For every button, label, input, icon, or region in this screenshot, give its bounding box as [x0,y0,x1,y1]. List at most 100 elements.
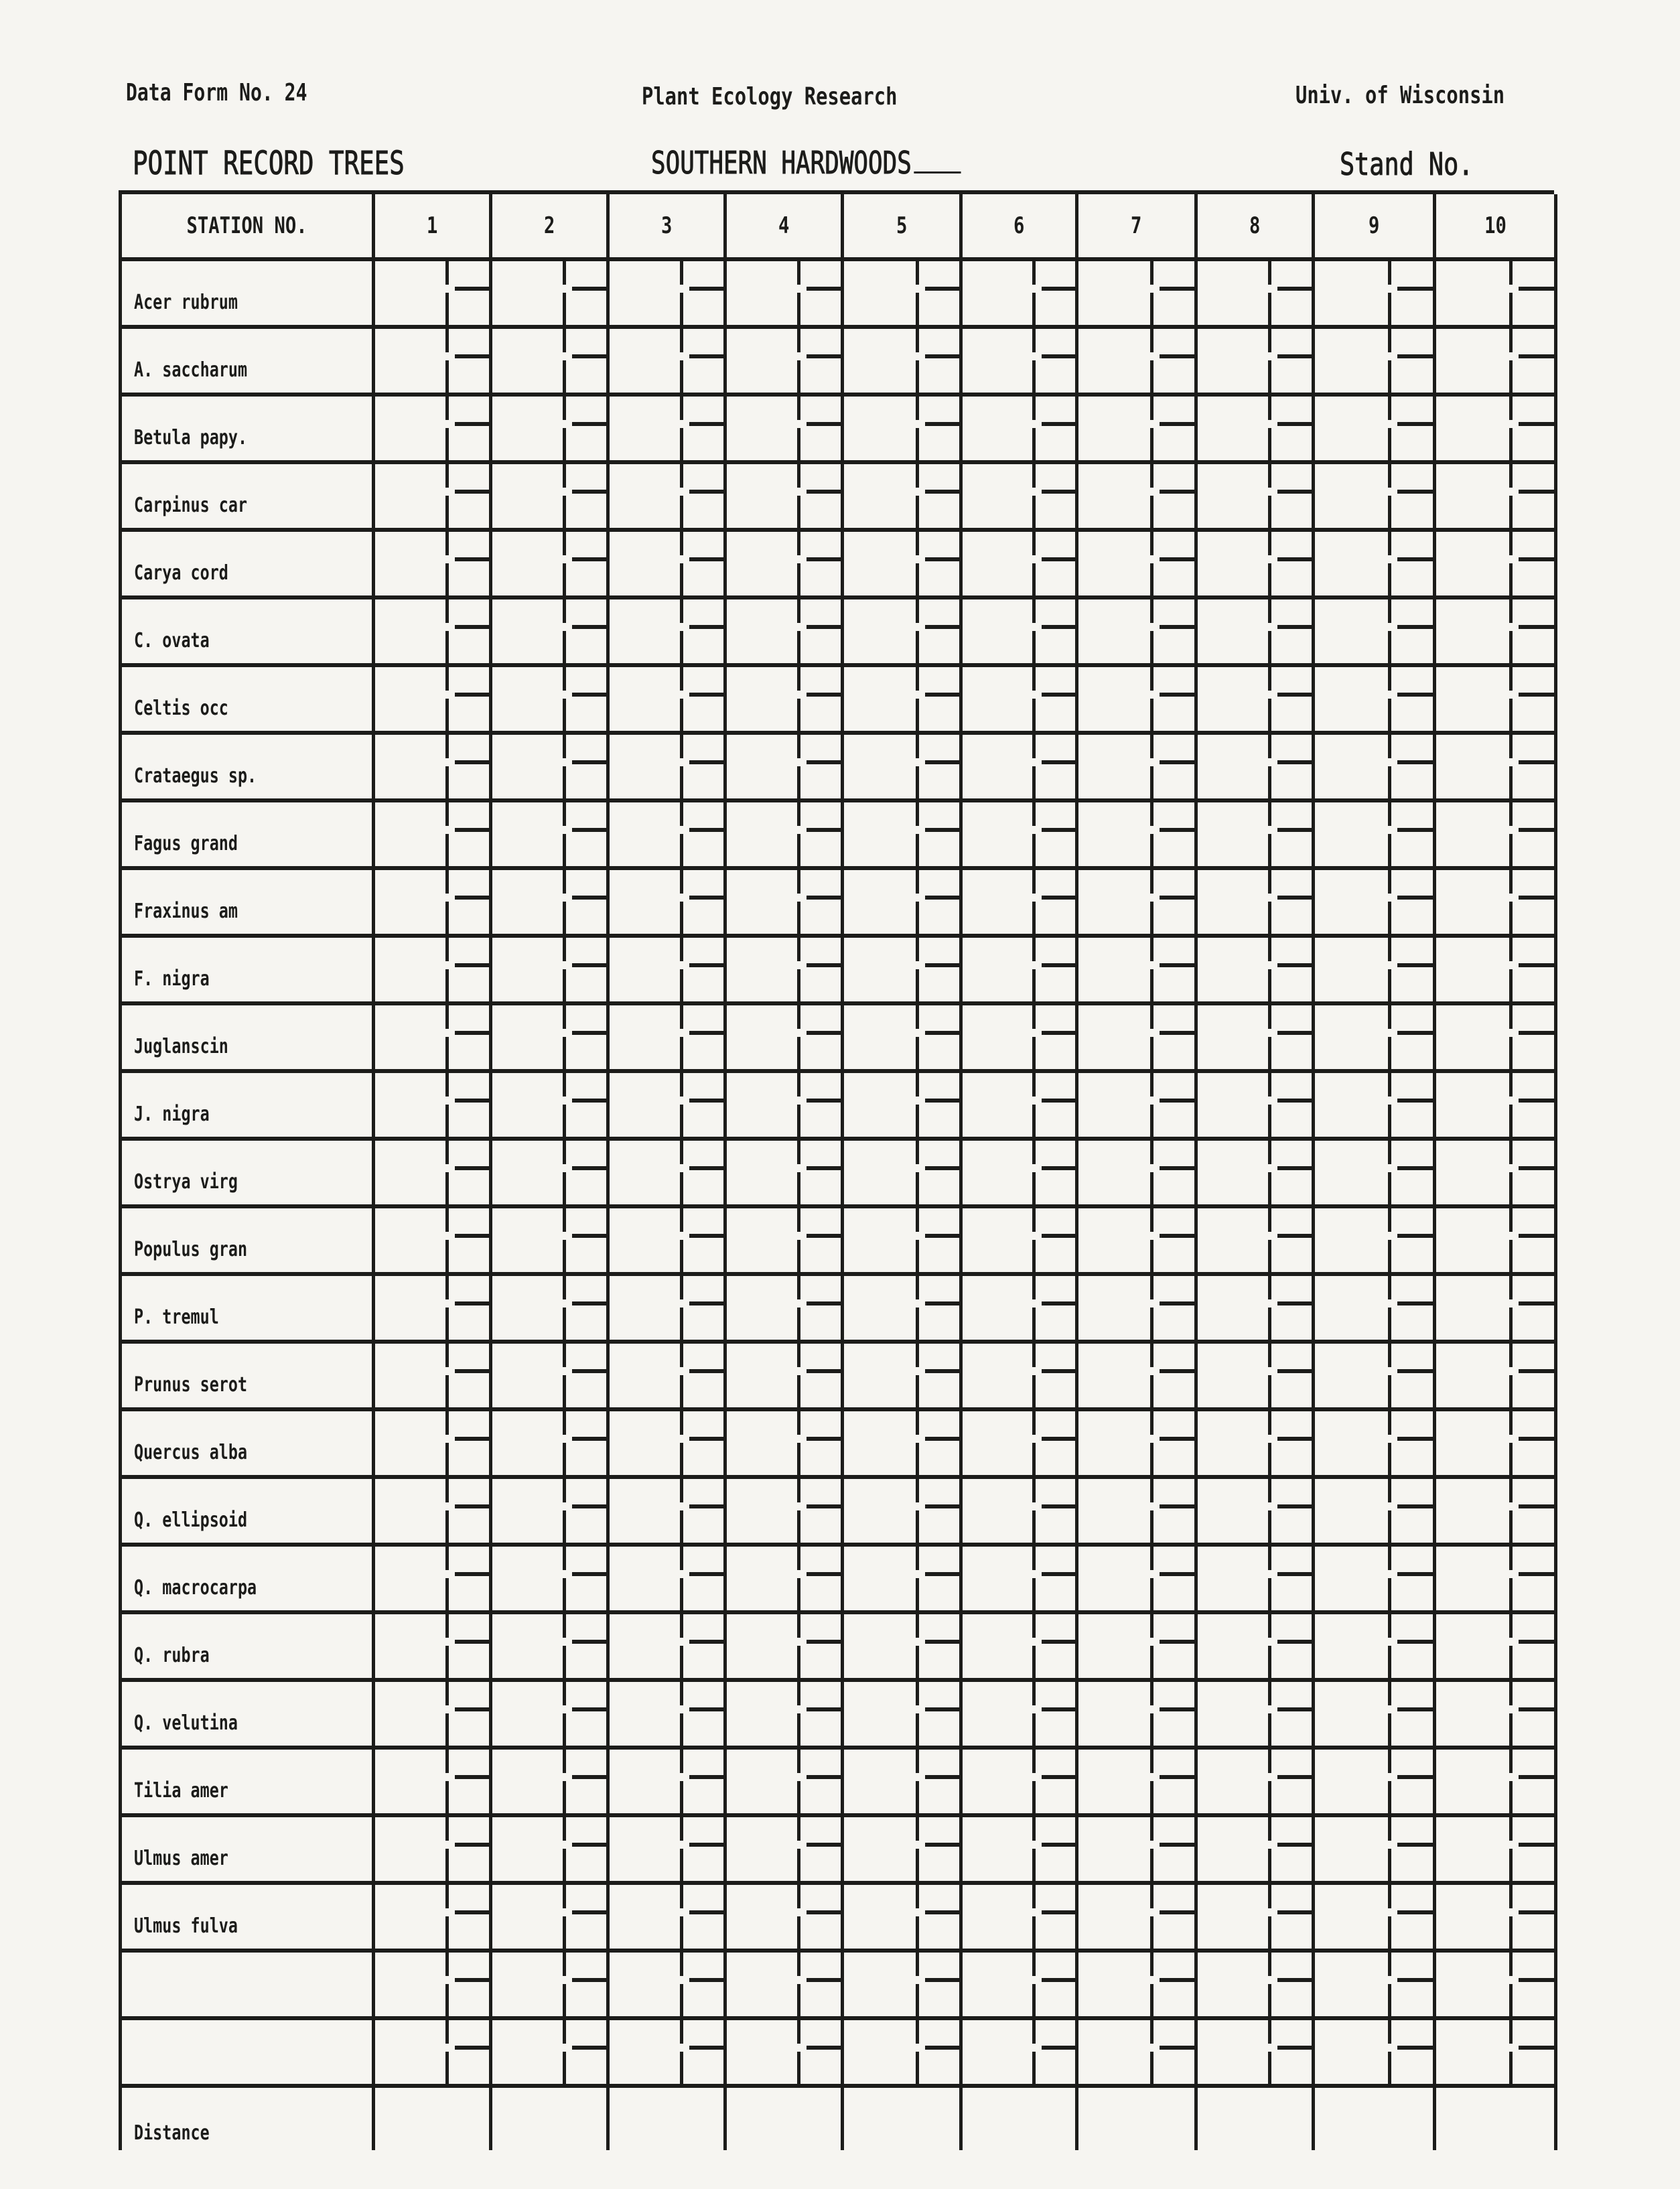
record-cell[interactable] [492,1005,610,1073]
record-cell[interactable] [1078,329,1198,397]
record-cell[interactable] [610,735,727,802]
record-cell[interactable] [1315,1141,1436,1208]
record-cell[interactable] [1198,802,1315,870]
record-cell[interactable] [963,464,1078,532]
record-cell[interactable] [610,802,727,870]
record-cell[interactable] [1198,1953,1315,2020]
record-cell[interactable] [1198,870,1315,938]
record-cell[interactable] [1078,532,1198,599]
record-cell[interactable] [610,1344,727,1411]
record-cell[interactable] [1315,938,1436,1005]
record-cell[interactable] [375,1547,492,1614]
record-cell[interactable] [844,802,963,870]
record-cell[interactable] [610,2020,727,2088]
record-cell[interactable] [844,329,963,397]
record-cell[interactable] [727,261,844,329]
record-cell[interactable] [844,1208,963,1276]
record-cell[interactable] [727,735,844,802]
record-cell[interactable] [375,1141,492,1208]
record-cell[interactable] [610,532,727,599]
record-cell[interactable] [492,802,610,870]
record-cell[interactable] [1436,1682,1557,1750]
record-cell[interactable] [844,1276,963,1344]
record-cell[interactable] [1436,1614,1557,1682]
distance-cell[interactable] [1198,2088,1315,2150]
record-cell[interactable] [492,1141,610,1208]
record-cell[interactable] [610,1411,727,1479]
record-cell[interactable] [1078,802,1198,870]
record-cell[interactable] [375,735,492,802]
record-cell[interactable] [610,870,727,938]
record-cell[interactable] [1078,1005,1198,1073]
record-cell[interactable] [1315,1276,1436,1344]
distance-cell[interactable] [610,2088,727,2150]
record-cell[interactable] [844,1953,963,2020]
record-cell[interactable] [492,397,610,464]
record-cell[interactable] [1315,1750,1436,1817]
record-cell[interactable] [963,1817,1078,1885]
record-cell[interactable] [844,1141,963,1208]
record-cell[interactable] [844,2020,963,2088]
record-cell[interactable] [492,1547,610,1614]
record-cell[interactable] [844,1005,963,1073]
record-cell[interactable] [610,938,727,1005]
record-cell[interactable] [1198,2020,1315,2088]
record-cell[interactable] [610,1614,727,1682]
record-cell[interactable] [610,1276,727,1344]
record-cell[interactable] [1315,261,1436,329]
record-cell[interactable] [492,1953,610,2020]
record-cell[interactable] [1078,464,1198,532]
record-cell[interactable] [963,1005,1078,1073]
record-cell[interactable] [844,261,963,329]
record-cell[interactable] [844,1547,963,1614]
record-cell[interactable] [375,938,492,1005]
record-cell[interactable] [844,735,963,802]
record-cell[interactable] [610,1953,727,2020]
record-cell[interactable] [1198,1750,1315,1817]
record-cell[interactable] [492,1885,610,1953]
record-cell[interactable] [1078,1750,1198,1817]
record-cell[interactable] [844,532,963,599]
record-cell[interactable] [1078,938,1198,1005]
record-cell[interactable] [727,1344,844,1411]
record-cell[interactable] [1078,599,1198,667]
record-cell[interactable] [375,329,492,397]
record-cell[interactable] [610,667,727,735]
record-cell[interactable] [1315,1817,1436,1885]
record-cell[interactable] [844,1750,963,1817]
distance-cell[interactable] [963,2088,1078,2150]
record-cell[interactable] [1078,1344,1198,1411]
record-cell[interactable] [492,735,610,802]
record-cell[interactable] [1198,1682,1315,1750]
record-cell[interactable] [963,261,1078,329]
record-cell[interactable] [1436,870,1557,938]
record-cell[interactable] [1078,1073,1198,1141]
record-cell[interactable] [1315,532,1436,599]
record-cell[interactable] [963,1479,1078,1547]
record-cell[interactable] [727,1276,844,1344]
record-cell[interactable] [492,667,610,735]
record-cell[interactable] [492,599,610,667]
record-cell[interactable] [375,2020,492,2088]
record-cell[interactable] [844,1344,963,1411]
record-cell[interactable] [610,1005,727,1073]
record-cell[interactable] [1198,464,1315,532]
record-cell[interactable] [727,1479,844,1547]
record-cell[interactable] [1078,1547,1198,1614]
record-cell[interactable] [492,1614,610,1682]
distance-cell[interactable] [1436,2088,1557,2150]
record-cell[interactable] [1198,261,1315,329]
record-cell[interactable] [727,1614,844,1682]
record-cell[interactable] [1315,397,1436,464]
record-cell[interactable] [492,1411,610,1479]
record-cell[interactable] [375,397,492,464]
record-cell[interactable] [727,1141,844,1208]
record-cell[interactable] [844,1682,963,1750]
record-cell[interactable] [375,870,492,938]
record-cell[interactable] [375,1682,492,1750]
record-cell[interactable] [375,261,492,329]
record-cell[interactable] [844,1479,963,1547]
record-cell[interactable] [375,1276,492,1344]
record-cell[interactable] [375,1208,492,1276]
record-cell[interactable] [963,1885,1078,1953]
